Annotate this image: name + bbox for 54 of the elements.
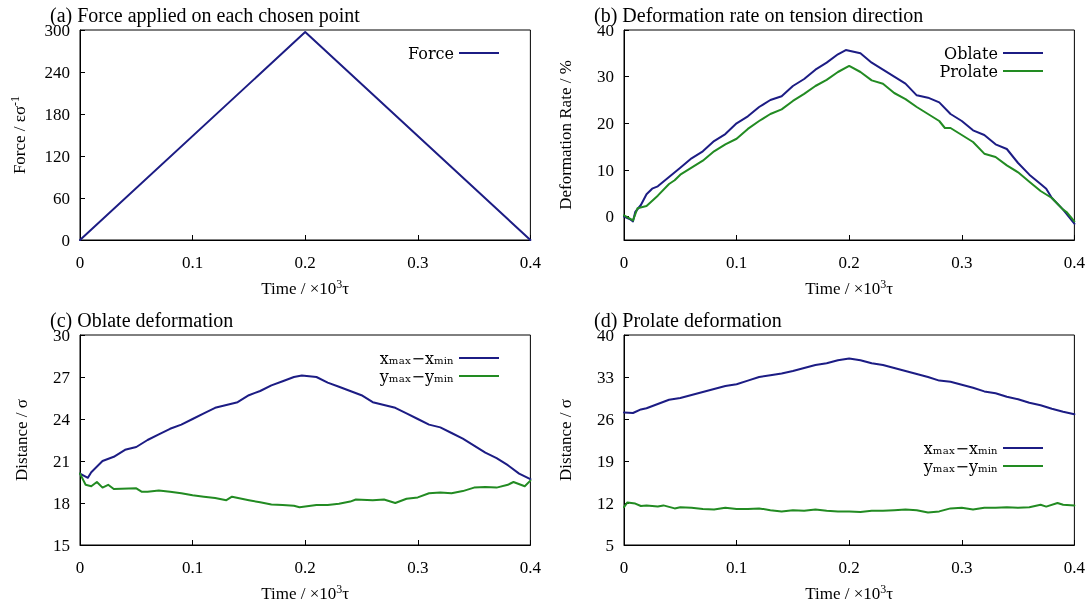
x-tick-label: 0.4 bbox=[519, 253, 542, 272]
line-series bbox=[623, 357, 1076, 416]
y-tick-label: 20 bbox=[597, 113, 614, 133]
legend-label: xₘₐₓ−xₘᵢₙ bbox=[379, 348, 455, 368]
legend-label: Prolate bbox=[939, 61, 998, 81]
y-tick-label: 19 bbox=[597, 451, 614, 471]
x-tick-label: 0.3 bbox=[407, 558, 429, 577]
x-tick-label: 0.4 bbox=[519, 558, 542, 577]
x-tick-label: 0.1 bbox=[725, 253, 748, 272]
y-tick-label: 0 bbox=[605, 207, 614, 227]
x-tick-label: 0.2 bbox=[294, 253, 316, 272]
legend-label: yₘₐₓ−yₘᵢₙ bbox=[922, 456, 999, 476]
y-tick-label: 26 bbox=[597, 409, 614, 429]
y-tick-label: 60 bbox=[53, 188, 70, 208]
legend-label: yₘₐₓ−yₘᵢₙ bbox=[378, 366, 455, 386]
x-tick-label: 0.2 bbox=[838, 253, 860, 272]
x-tick-label: 0.3 bbox=[951, 253, 973, 272]
x-tick-label: 0.2 bbox=[838, 558, 860, 577]
line-series bbox=[623, 501, 1076, 514]
x-tick-label: 0 bbox=[619, 253, 629, 272]
legend-label: xₘₐₓ−xₘᵢₙ bbox=[923, 438, 999, 458]
y-tick-label: 30 bbox=[597, 67, 614, 87]
y-axis-title: Distance / σ bbox=[12, 399, 31, 481]
x-tick-label: 0.1 bbox=[725, 558, 748, 577]
legend-label: Force bbox=[408, 43, 454, 63]
x-tick-label: 0.4 bbox=[1063, 558, 1086, 577]
y-tick-label: 240 bbox=[44, 62, 70, 82]
line-series bbox=[79, 472, 532, 509]
y-axis-title: Distance / σ bbox=[556, 399, 575, 481]
y-tick-label: 0 bbox=[61, 230, 70, 250]
y-tick-label: 5 bbox=[605, 535, 614, 555]
y-tick-label: 24 bbox=[53, 409, 71, 429]
y-tick-label: 21 bbox=[53, 451, 70, 471]
x-tick-label: 0.1 bbox=[181, 253, 204, 272]
y-tick-label: 15 bbox=[53, 535, 70, 555]
y-axis-title: Deformation Rate / % bbox=[556, 60, 575, 210]
y-tick-label: 27 bbox=[53, 367, 71, 387]
x-tick-label: 0.2 bbox=[294, 558, 316, 577]
y-tick-label: 33 bbox=[597, 367, 614, 387]
y-tick-label: 120 bbox=[44, 146, 70, 166]
x-tick-label: 0 bbox=[75, 558, 85, 577]
x-tick-label: 0.3 bbox=[407, 253, 429, 272]
x-tick-label: 0 bbox=[619, 558, 629, 577]
x-tick-label: 0.3 bbox=[951, 558, 973, 577]
y-axis-title: Force / εσ-1 bbox=[8, 95, 29, 175]
line-series bbox=[79, 374, 532, 481]
y-tick-label: 10 bbox=[597, 160, 614, 180]
x-tick-label: 0 bbox=[75, 253, 85, 272]
y-tick-label: 18 bbox=[53, 493, 70, 513]
x-tick-label: 0.4 bbox=[1063, 253, 1086, 272]
x-tick-label: 0.1 bbox=[181, 558, 204, 577]
y-tick-label: 180 bbox=[44, 104, 70, 124]
y-tick-label: 12 bbox=[597, 493, 614, 513]
legend-label: Oblate bbox=[944, 43, 998, 63]
